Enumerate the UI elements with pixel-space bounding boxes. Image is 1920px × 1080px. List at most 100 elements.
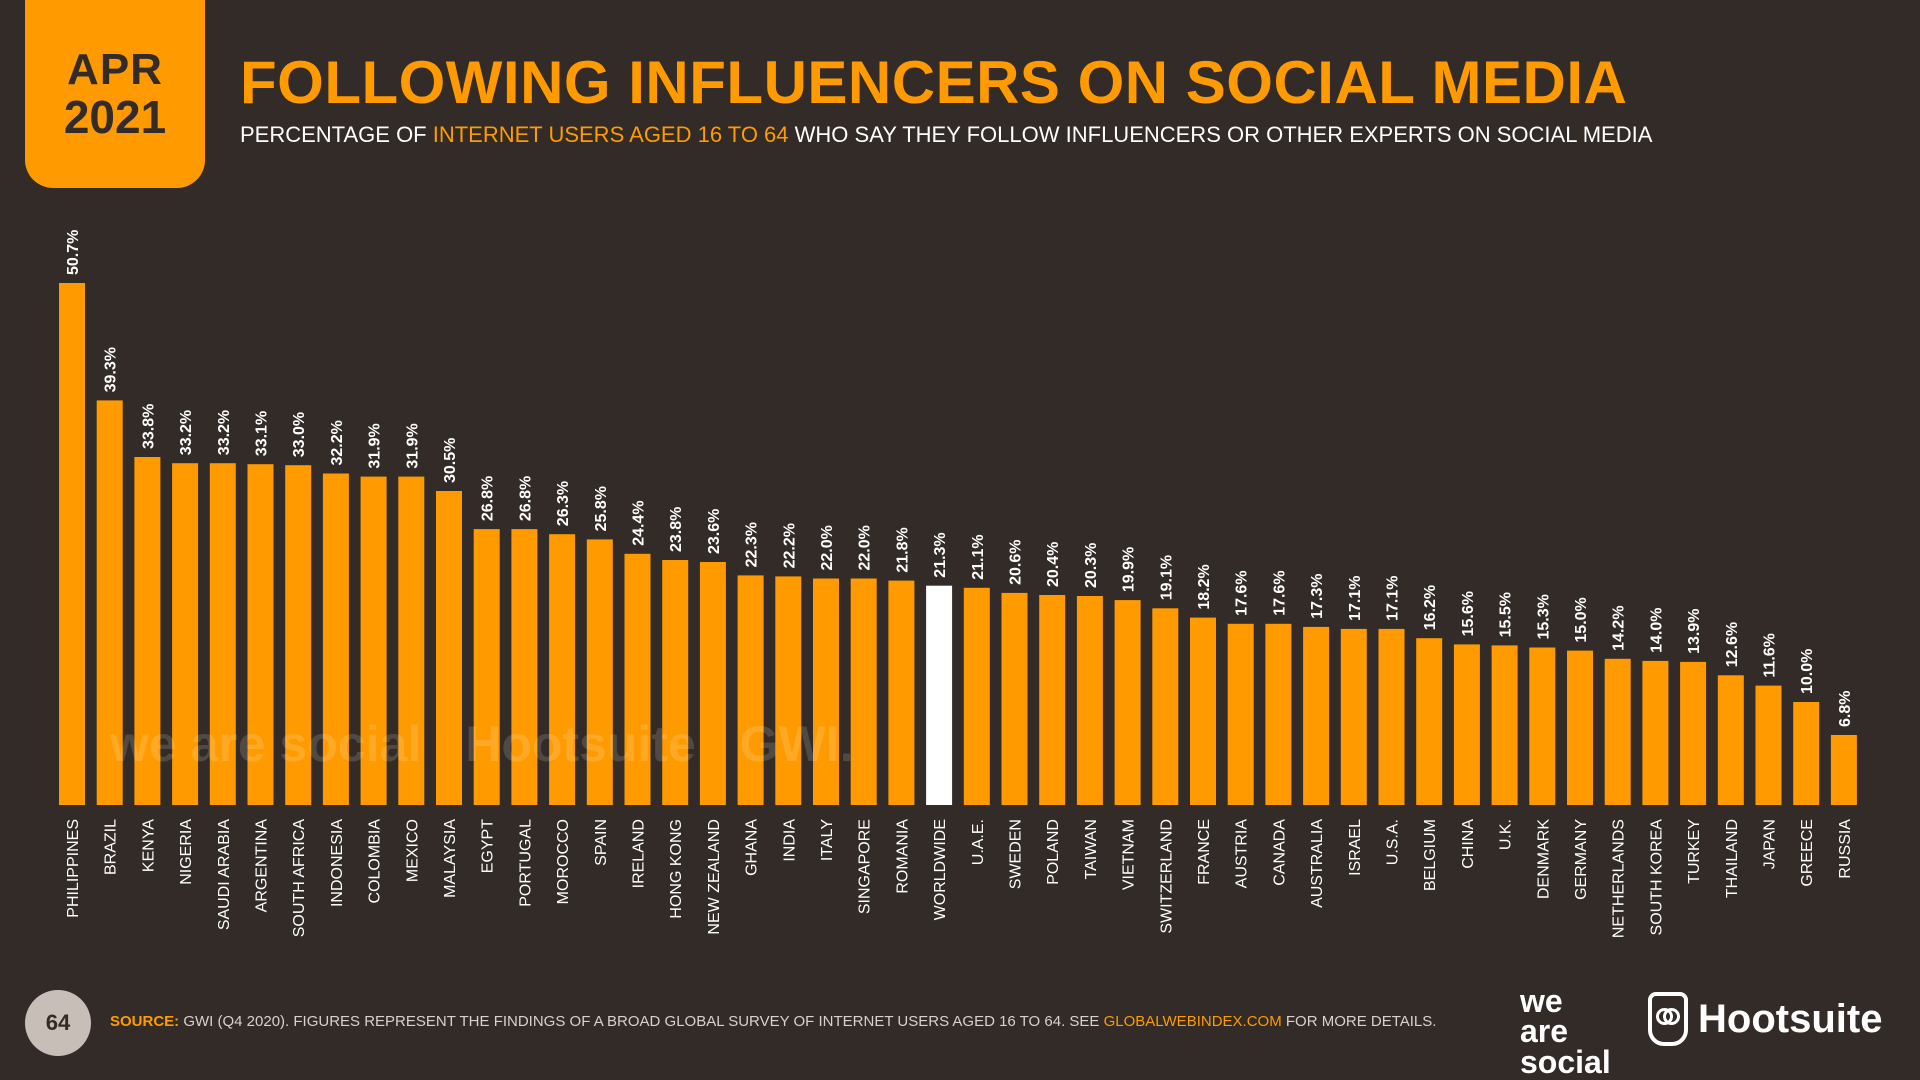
bar [1567, 650, 1593, 805]
data-label: 33.8% [140, 404, 157, 449]
category-label: NEW ZEALAND [706, 819, 723, 935]
bar-chart: 50.7% PHILIPPINES 39.3% BRAZIL 33.8% KENYA 33.… [59, 230, 1857, 938]
category-label: SAUDI ARABIA [216, 819, 233, 930]
hootsuite-logo-text: Hootsuite [1698, 996, 1883, 1041]
logo-social-text: social [1520, 1043, 1611, 1080]
page-subtitle: PERCENTAGE OF INTERNET USERS AGED 16 TO … [240, 122, 1652, 148]
data-label: 19.1% [1158, 555, 1175, 600]
bar [1604, 658, 1631, 805]
data-label: 26.8% [480, 476, 497, 521]
category-label: NETHERLANDS [1611, 819, 1628, 938]
bar [1416, 638, 1443, 805]
subtitle-highlight: INTERNET USERS AGED 16 TO 64 [432, 122, 789, 147]
category-label: VIETNAM [1121, 819, 1138, 890]
category-label: POLAND [1045, 819, 1062, 885]
category-label: CANADA [1271, 819, 1288, 886]
date-year: 2021 [63, 90, 167, 143]
data-label: 19.9% [1121, 547, 1138, 592]
data-label: 17.6% [1234, 570, 1251, 615]
data-label: 12.6% [1724, 622, 1741, 667]
source-link[interactable]: GLOBALWEBINDEX.COM [1103, 1013, 1282, 1030]
category-label: SPAIN [593, 819, 610, 866]
category-label: U.A.E. [970, 819, 987, 865]
category-label: HONG KONG [668, 819, 685, 919]
data-label: 23.8% [668, 507, 685, 552]
bar [1076, 596, 1103, 805]
bar [699, 562, 726, 805]
bar [511, 529, 538, 805]
bar [737, 575, 764, 805]
data-label: 15.0% [1573, 597, 1590, 642]
bar [134, 457, 161, 805]
data-label: 11.6% [1762, 633, 1779, 677]
bar [662, 560, 689, 805]
data-label: 24.4% [631, 500, 648, 545]
category-label: PHILIPPINES [65, 819, 82, 918]
data-label: 23.6% [706, 509, 723, 554]
category-label: INDIA [781, 819, 798, 862]
data-label: 22.0% [819, 525, 836, 570]
data-label: 17.1% [1347, 576, 1364, 621]
category-label: CHINA [1460, 819, 1477, 869]
data-label: 25.8% [593, 486, 610, 531]
bar [1378, 628, 1405, 805]
category-label: THAILAND [1724, 819, 1741, 898]
category-label: SINGAPORE [857, 819, 874, 914]
bar [1001, 592, 1028, 805]
data-label: 17.3% [1309, 574, 1326, 619]
bar [473, 529, 500, 805]
data-label: 15.3% [1535, 594, 1552, 639]
bar [586, 539, 613, 805]
category-label: ITALY [819, 819, 836, 861]
category-label: AUSTRIA [1234, 819, 1251, 889]
bar [1227, 623, 1254, 805]
data-label: 22.2% [781, 523, 798, 568]
category-label: U.K. [1498, 819, 1515, 850]
bar [1303, 626, 1330, 805]
data-label: 14.2% [1611, 605, 1628, 650]
category-label: TURKEY [1686, 819, 1703, 884]
bar [1453, 644, 1480, 805]
subtitle-part-a: PERCENTAGE OF [240, 122, 433, 147]
data-label: 21.8% [894, 527, 911, 572]
category-label: GERMANY [1573, 819, 1590, 900]
bar [775, 576, 802, 805]
category-label: BELGIUM [1422, 819, 1439, 891]
category-label: ROMANIA [894, 819, 911, 894]
category-label: TAIWAN [1083, 819, 1100, 879]
bar [624, 553, 651, 805]
data-label: 20.4% [1045, 542, 1062, 587]
category-label: KENYA [140, 819, 157, 872]
hootsuite-logo: Hootsuite [1648, 992, 1882, 1046]
data-label: 21.1% [970, 534, 987, 579]
data-label: 18.2% [1196, 564, 1213, 609]
data-label: 39.3% [103, 347, 120, 392]
category-label: MALAYSIA [442, 819, 459, 898]
owl-icon [1648, 992, 1688, 1046]
category-label: DENMARK [1535, 819, 1552, 899]
data-label: 15.6% [1460, 591, 1477, 636]
bar [322, 473, 349, 805]
bar [247, 464, 274, 805]
we-are-social-logo: we are social [1520, 983, 1611, 1080]
bar [209, 463, 236, 805]
category-label: AUSTRALIA [1309, 819, 1326, 908]
data-label: 20.6% [1008, 540, 1025, 585]
logo-we-text: we [1520, 983, 1563, 1019]
data-label: 10.0% [1799, 649, 1816, 694]
category-label: WORLDWIDE [932, 819, 949, 920]
date-month: APR [67, 44, 163, 94]
category-label: U.S.A. [1385, 819, 1402, 865]
bar [285, 465, 312, 805]
data-label: 50.7% [65, 230, 82, 275]
data-label: 30.5% [442, 438, 459, 483]
category-label: GHANA [744, 819, 761, 876]
category-label: SWITZERLAND [1158, 819, 1175, 934]
bar [1680, 661, 1707, 805]
bar [1152, 608, 1179, 805]
bar [398, 476, 425, 805]
bar [1830, 735, 1857, 805]
category-label: GREECE [1799, 819, 1816, 887]
category-label: COLOMBIA [367, 819, 384, 904]
bar [1340, 628, 1367, 805]
